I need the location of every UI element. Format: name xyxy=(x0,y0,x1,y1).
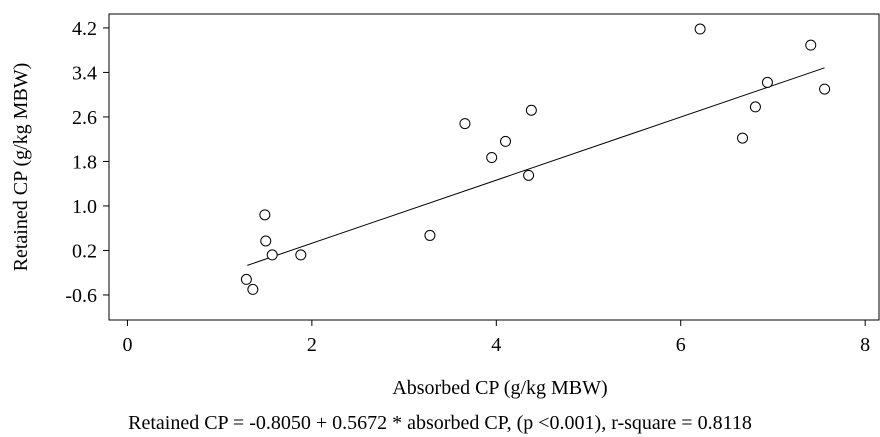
data-point xyxy=(486,152,498,164)
data-point xyxy=(260,235,272,247)
x-tick-label: 6 xyxy=(676,334,686,356)
y-tick-label: 0.2 xyxy=(72,240,97,262)
x-axis: 0 2 4 6 8 xyxy=(122,320,870,356)
y-tick-label: -0.6 xyxy=(65,285,97,307)
data-point xyxy=(266,249,278,261)
x-axis-title: Absorbed CP (g/kg MBW) xyxy=(392,377,607,399)
x-tick-label: 8 xyxy=(860,334,870,356)
y-axis: -0.6 0.2 1.0 1.8 2.6 3.4 4.2 xyxy=(65,18,109,307)
data-point xyxy=(805,39,817,51)
data-point xyxy=(247,283,259,295)
scatter-chart: 0 2 4 6 8 -0.6 0.2 1.0 1.8 2.6 3.4 4.2 Absorbed CP… xyxy=(10,13,880,399)
data-point xyxy=(749,101,761,113)
data-point xyxy=(694,23,706,35)
data-point xyxy=(459,118,471,130)
data-point xyxy=(819,83,831,95)
data-point xyxy=(295,249,307,261)
y-tick-label: 3.4 xyxy=(72,62,97,84)
data-point xyxy=(737,132,749,144)
plot-area-frame xyxy=(108,13,880,321)
regression-line-group xyxy=(247,67,825,266)
y-tick-label: 1.0 xyxy=(72,196,97,218)
data-points-group xyxy=(240,23,831,295)
data-point xyxy=(523,169,535,181)
y-axis-title: Retained CP (g/kg MBW) xyxy=(10,63,32,272)
regression-line xyxy=(247,67,825,266)
data-point xyxy=(761,76,773,88)
y-tick-label: 4.2 xyxy=(72,18,97,40)
y-tick-label: 2.6 xyxy=(72,107,97,129)
x-tick-label: 4 xyxy=(491,334,501,356)
data-point xyxy=(500,135,512,147)
x-tick-label: 0 xyxy=(122,334,132,356)
x-tick-label: 2 xyxy=(307,334,317,356)
data-point xyxy=(525,104,537,116)
data-point xyxy=(259,209,271,221)
data-point xyxy=(240,273,252,285)
regression-equation-caption: Retained CP = -0.8050 + 0.5672 * absorbe… xyxy=(128,412,752,434)
y-tick-label: 1.8 xyxy=(72,151,97,173)
data-point xyxy=(424,229,436,241)
